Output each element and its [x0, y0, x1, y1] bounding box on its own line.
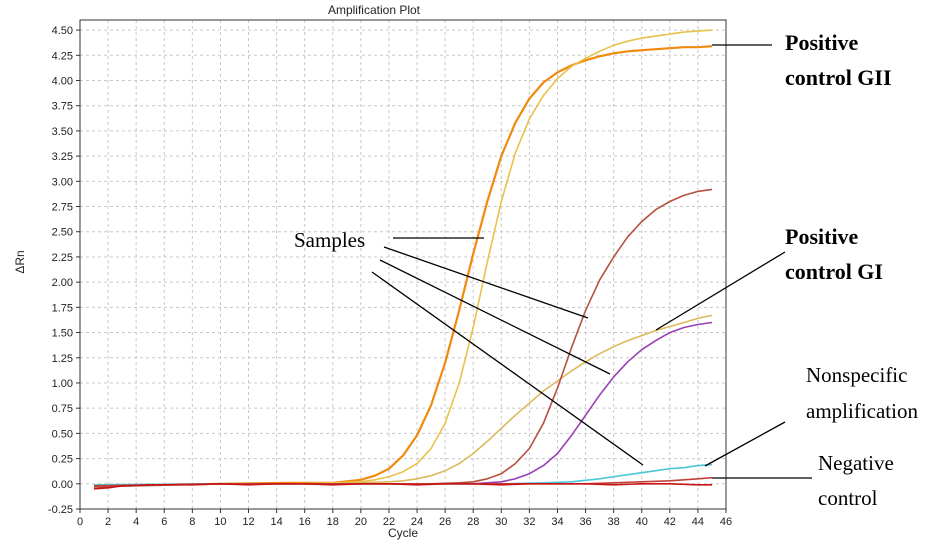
callout-nonspecific: [704, 421, 786, 467]
x-tick-label: 28: [467, 516, 479, 528]
y-tick-label: 0.50: [52, 428, 73, 440]
chart-title: Amplification Plot: [328, 3, 421, 17]
y-tick-label: 3.75: [52, 101, 73, 113]
x-tick-label: 34: [551, 516, 563, 528]
y-axis-title: ΔRn: [13, 250, 27, 273]
series-lines: [93, 29, 713, 490]
y-tick-label: 3.25: [52, 151, 73, 163]
x-tick-label: 38: [608, 516, 620, 528]
x-axis: 0 2 4 6 8 10 12 14 16 18 20 22 24 26 28 30 32 34 36 38 40 42 4…: [77, 509, 732, 528]
label-positive-control-gi-line1: Positive: [785, 224, 859, 249]
x-tick-label: 8: [189, 516, 195, 528]
y-tick-label: 0.75: [52, 403, 73, 415]
y-tick-label: 2.75: [52, 202, 73, 214]
x-tick-label: 12: [242, 516, 254, 528]
y-tick-label: 1.75: [52, 302, 73, 314]
x-tick-label: 0: [77, 516, 83, 528]
x-tick-label: 26: [439, 516, 451, 528]
y-tick-label: 3.50: [52, 126, 73, 138]
x-tick-label: 46: [720, 516, 732, 528]
y-tick-label: 3.00: [52, 176, 73, 188]
y-tick-label: 2.00: [52, 277, 73, 289]
series-line-8: [93, 483, 712, 490]
series-line-3: [93, 314, 713, 487]
grid: [79, 20, 727, 510]
callout-samples-4: [371, 271, 644, 466]
label-positive-control-gi-line2: control GI: [785, 259, 883, 284]
y-tick-label: 2.25: [52, 252, 73, 264]
x-tick-label: 44: [692, 516, 704, 528]
x-tick-label: 6: [161, 516, 167, 528]
x-tick-label: 32: [523, 516, 535, 528]
x-tick-label: 24: [411, 516, 423, 528]
x-tick-label: 14: [270, 516, 282, 528]
series-line-5: [93, 321, 713, 487]
x-tick-label: 16: [299, 516, 311, 528]
y-tick-label: 4.00: [52, 75, 73, 87]
label-negative-line1: Negative: [818, 451, 894, 475]
series-line-2: [93, 29, 713, 487]
y-tick-label: 1.50: [52, 328, 73, 340]
y-tick-label: -0.25: [48, 504, 73, 516]
x-tick-label: 36: [579, 516, 591, 528]
x-tick-label: 30: [495, 516, 507, 528]
y-tick-label: 4.50: [52, 25, 73, 37]
x-tick-label: 18: [327, 516, 339, 528]
plot-area: [79, 19, 727, 510]
y-tick-label: 4.25: [52, 50, 73, 62]
label-positive-control-gii-line2: control GII: [785, 65, 892, 90]
x-tick-label: 40: [636, 516, 648, 528]
series-line-1: [93, 45, 713, 488]
y-tick-label: 1.25: [52, 353, 73, 365]
x-axis-title: Cycle: [388, 526, 418, 540]
x-tick-label: 20: [355, 516, 367, 528]
callout-samples-3: [379, 259, 611, 375]
callout-lines: [371, 44, 812, 479]
y-tick-label: 2.50: [52, 227, 73, 239]
y-tick-label: 0.00: [52, 479, 73, 491]
label-nonspecific-line2: amplification: [806, 399, 918, 423]
x-tick-label: 10: [214, 516, 226, 528]
label-negative-line2: control: [818, 486, 878, 510]
x-tick-label: 42: [664, 516, 676, 528]
callout-samples-2: [383, 246, 589, 319]
label-positive-control-gii-line1: Positive: [785, 30, 859, 55]
label-samples: Samples: [294, 228, 365, 252]
x-tick-label: 4: [133, 516, 139, 528]
label-nonspecific-line1: Nonspecific: [806, 363, 907, 387]
y-tick-label: 1.00: [52, 378, 73, 390]
y-tick-label: 0.25: [52, 454, 73, 466]
series-line-4: [93, 188, 713, 488]
y-axis: -0.25 0.00 0.25 0.50 0.75 1.00 1.25 1.50 1.75 2.0…: [48, 25, 80, 516]
x-tick-label: 2: [105, 516, 111, 528]
x-tick-label: 22: [383, 516, 395, 528]
callout-positive-gi: [655, 251, 786, 331]
series-line-6: [93, 463, 713, 486]
